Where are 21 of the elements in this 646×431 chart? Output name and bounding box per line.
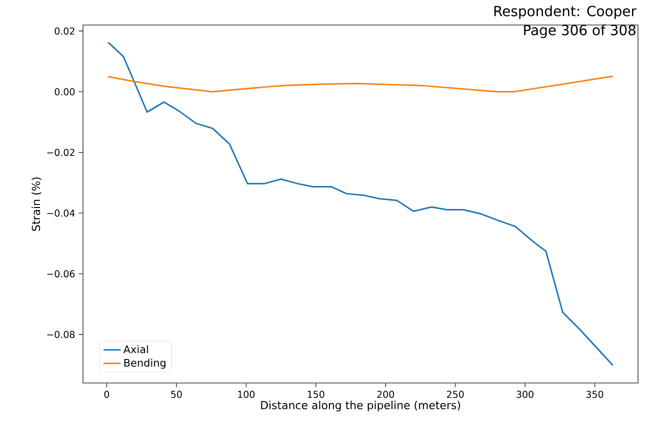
y-tick-label: 0.00 <box>54 88 75 96</box>
x-tick-label: 350 <box>586 390 604 398</box>
text: Respondent: Cooper <box>494 6 636 20</box>
y-axis-title: Strain (%) <box>32 178 42 231</box>
x-tick-label: 250 <box>446 390 464 398</box>
legend-label: Bending <box>124 358 166 369</box>
x-tick-label: 300 <box>516 390 534 398</box>
x-tick-label: 100 <box>238 390 255 398</box>
annotation: Page 306 of 308 <box>524 24 636 38</box>
x-axis-title: Distance along the pipeline (meters) <box>261 400 460 412</box>
y-tick-label: −0.04 <box>47 210 75 217</box>
x-tick-label: 150 <box>308 390 324 398</box>
y-tick-label: −0.02 <box>47 148 74 156</box>
legend-label: Axial <box>123 345 148 354</box>
y-tick-label: −0.08 <box>47 330 75 338</box>
x-tick-label: 50 <box>171 390 182 398</box>
y-tick-label: 0.02 <box>54 27 74 35</box>
line-series <box>107 76 614 92</box>
x-tick-label: 200 <box>377 390 394 398</box>
y-tick-label: −0.06 <box>47 270 75 278</box>
x-tick-label: 0 <box>104 390 110 398</box>
